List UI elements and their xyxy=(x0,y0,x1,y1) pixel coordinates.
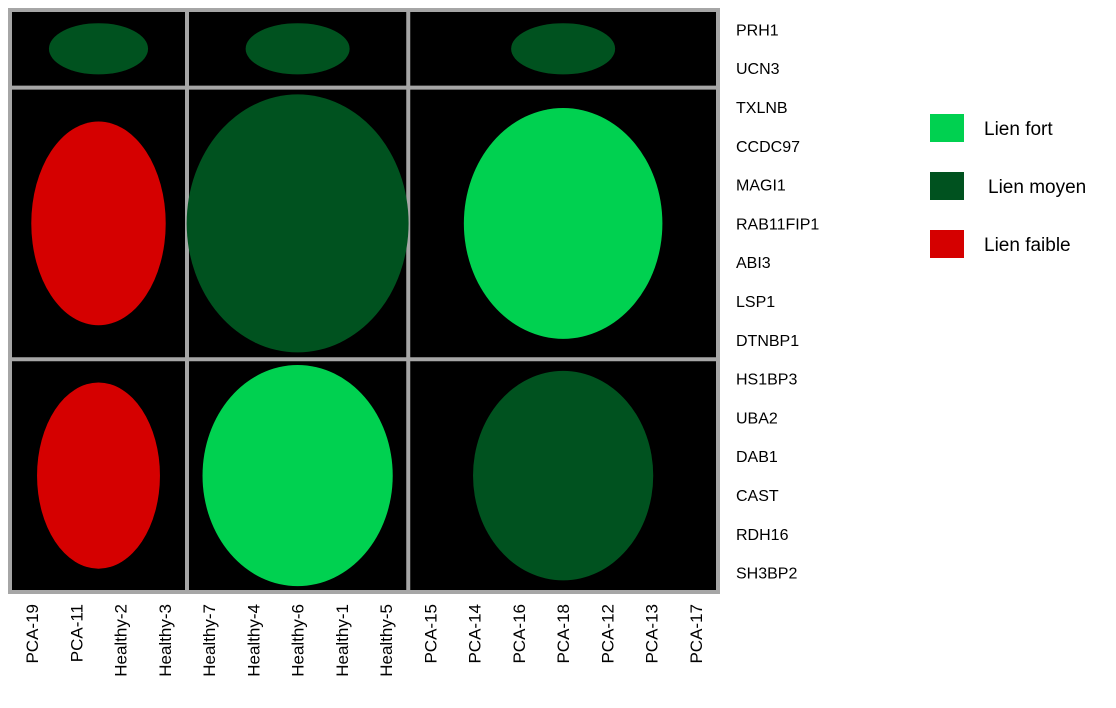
heatmap-cell-ellipse-moyen xyxy=(186,94,409,353)
legend-swatch-faible xyxy=(930,230,964,258)
heatmap-cell-ellipse-moyen xyxy=(245,23,350,75)
row-label: UBA2 xyxy=(736,410,778,427)
row-label: RDH16 xyxy=(736,527,789,544)
column-label: PCA-17 xyxy=(687,604,706,664)
row-label: ABI3 xyxy=(736,255,771,272)
legend-swatch-moyen xyxy=(930,172,964,200)
legend-label-fort: Lien fort xyxy=(984,119,1053,140)
row-label: MAGI1 xyxy=(736,178,786,195)
row-label: RAB11FIP1 xyxy=(736,216,819,233)
column-label: PCA-13 xyxy=(643,604,662,664)
column-label: PCA-18 xyxy=(554,604,573,664)
column-label: PCA-16 xyxy=(510,604,529,664)
heatmap-grid xyxy=(8,8,720,594)
column-label: Healthy-1 xyxy=(333,604,352,677)
column-label: PCA-11 xyxy=(67,604,86,662)
column-label: PCA-14 xyxy=(466,604,485,664)
column-labels: PCA-19 PCA-11 Healthy-2 Healthy-3 Healthy-7 H… xyxy=(23,604,706,677)
column-label: Healthy-7 xyxy=(200,604,219,677)
heatmap-cell-ellipse-faible xyxy=(31,121,166,326)
legend: Lien fort Lien moyen Lien faible xyxy=(930,114,1086,258)
column-label: Healthy-4 xyxy=(244,604,263,677)
row-label: PRH1 xyxy=(736,22,779,39)
column-label: Healthy-5 xyxy=(377,604,396,677)
heatmap-cell-ellipse-moyen xyxy=(473,370,654,581)
heatmap-cell-ellipse-moyen xyxy=(48,23,149,75)
row-labels: PRH1 UCN3 TXLNB CCDC97 MAGI1 RAB11FIP1 ABI3 LSP… xyxy=(736,22,819,582)
heatmap-cell-ellipse-moyen xyxy=(511,23,616,75)
column-label: Healthy-6 xyxy=(289,604,308,677)
column-label: PCA-19 xyxy=(23,604,42,664)
row-label: CAST xyxy=(736,488,779,505)
column-label: PCA-12 xyxy=(598,604,617,664)
legend-label-faible: Lien faible xyxy=(984,235,1071,256)
heatmap-cell-ellipse-fort xyxy=(463,107,663,339)
heatmap-cell-ellipse-fort xyxy=(202,365,393,587)
row-label: DTNBP1 xyxy=(736,333,799,350)
legend-label-moyen: Lien moyen xyxy=(988,177,1086,198)
heatmap-ellipses xyxy=(31,23,663,587)
column-label: Healthy-3 xyxy=(156,604,175,677)
row-label: CCDC97 xyxy=(736,139,800,156)
row-label: TXLNB xyxy=(736,100,788,117)
row-label: DAB1 xyxy=(736,449,778,466)
column-label: Healthy-2 xyxy=(112,604,131,677)
column-label: PCA-15 xyxy=(421,604,440,664)
row-label: SH3BP2 xyxy=(736,566,797,583)
legend-swatch-fort xyxy=(930,114,964,142)
row-label: LSP1 xyxy=(736,294,775,311)
heatmap-cell-ellipse-faible xyxy=(37,382,160,569)
row-label: UCN3 xyxy=(736,61,780,78)
row-label: HS1BP3 xyxy=(736,372,797,389)
